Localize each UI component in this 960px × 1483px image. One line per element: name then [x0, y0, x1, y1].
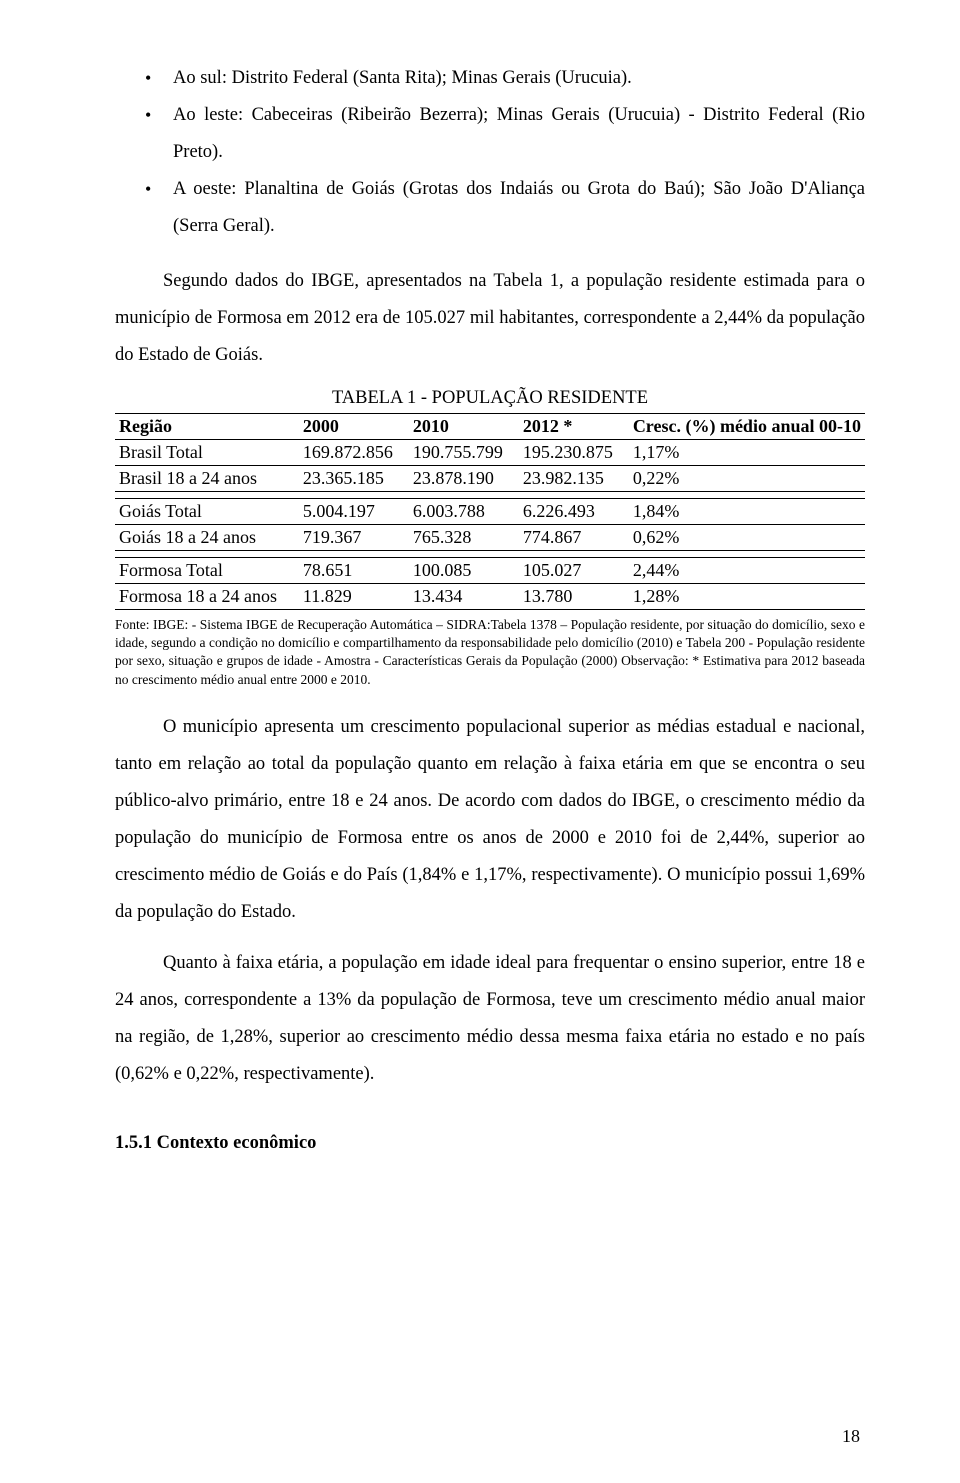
table-body: Brasil Total169.872.856190.755.799195.23…	[115, 440, 865, 610]
table-source: Fonte: IBGE: - Sistema IBGE de Recuperaç…	[115, 616, 865, 689]
cell-value: 105.027	[519, 558, 629, 584]
col-header-2010: 2010	[409, 414, 519, 440]
cell-value: 1,28%	[629, 584, 865, 610]
cell-value: 765.328	[409, 525, 519, 551]
page: Ao sul: Distrito Federal (Santa Rita); M…	[0, 0, 960, 1483]
cell-value: 23.982.135	[519, 466, 629, 492]
cell-value: 100.085	[409, 558, 519, 584]
table-separator	[115, 551, 865, 558]
page-number: 18	[842, 1426, 860, 1447]
table-row: Brasil 18 a 24 anos23.365.18523.878.1902…	[115, 466, 865, 492]
table-separator	[115, 492, 865, 499]
cell-value: 5.004.197	[299, 499, 409, 525]
cell-value: 13.434	[409, 584, 519, 610]
col-header-2012: 2012 *	[519, 414, 629, 440]
paragraph-age: Quanto à faixa etária, a população em id…	[115, 945, 865, 1093]
table-header-row: Região 2000 2010 2012 * Cresc. (%) médio…	[115, 414, 865, 440]
col-header-2000: 2000	[299, 414, 409, 440]
table-row: Formosa 18 a 24 anos11.82913.43413.7801,…	[115, 584, 865, 610]
cell-value: 774.867	[519, 525, 629, 551]
bullet-item: Ao sul: Distrito Federal (Santa Rita); M…	[115, 60, 865, 97]
cell-value: 195.230.875	[519, 440, 629, 466]
bullet-list: Ao sul: Distrito Federal (Santa Rita); M…	[115, 60, 865, 245]
section-heading: 1.5.1 Contexto econômico	[115, 1133, 865, 1154]
cell-value: 2,44%	[629, 558, 865, 584]
cell-value: 6.003.788	[409, 499, 519, 525]
bullet-item: Ao leste: Cabeceiras (Ribeirão Bezerra);…	[115, 97, 865, 171]
table-row: Brasil Total169.872.856190.755.799195.23…	[115, 440, 865, 466]
table-row: Formosa Total78.651100.085105.0272,44%	[115, 558, 865, 584]
cell-region: Goiás 18 a 24 anos	[115, 525, 299, 551]
cell-region: Brasil Total	[115, 440, 299, 466]
cell-value: 13.780	[519, 584, 629, 610]
bullet-item: A oeste: Planaltina de Goiás (Grotas dos…	[115, 171, 865, 245]
table-title: TABELA 1 - POPULAÇÃO RESIDENTE	[115, 388, 865, 409]
cell-value: 6.226.493	[519, 499, 629, 525]
col-header-region: Região	[115, 414, 299, 440]
cell-value: 1,84%	[629, 499, 865, 525]
cell-value: 190.755.799	[409, 440, 519, 466]
table-row: Goiás Total5.004.1976.003.7886.226.4931,…	[115, 499, 865, 525]
cell-value: 0,22%	[629, 466, 865, 492]
cell-region: Goiás Total	[115, 499, 299, 525]
cell-value: 169.872.856	[299, 440, 409, 466]
cell-value: 23.365.185	[299, 466, 409, 492]
cell-value: 0,62%	[629, 525, 865, 551]
cell-value: 719.367	[299, 525, 409, 551]
cell-value: 1,17%	[629, 440, 865, 466]
cell-region: Formosa 18 a 24 anos	[115, 584, 299, 610]
population-table: Região 2000 2010 2012 * Cresc. (%) médio…	[115, 413, 865, 610]
cell-region: Formosa Total	[115, 558, 299, 584]
cell-value: 11.829	[299, 584, 409, 610]
col-header-cresc: Cresc. (%) médio anual 00-10	[629, 414, 865, 440]
paragraph-intro: Segundo dados do IBGE, apresentados na T…	[115, 263, 865, 374]
cell-value: 23.878.190	[409, 466, 519, 492]
cell-value: 78.651	[299, 558, 409, 584]
paragraph-growth: O município apresenta um crescimento pop…	[115, 709, 865, 931]
cell-region: Brasil 18 a 24 anos	[115, 466, 299, 492]
table-row: Goiás 18 a 24 anos719.367765.328774.8670…	[115, 525, 865, 551]
